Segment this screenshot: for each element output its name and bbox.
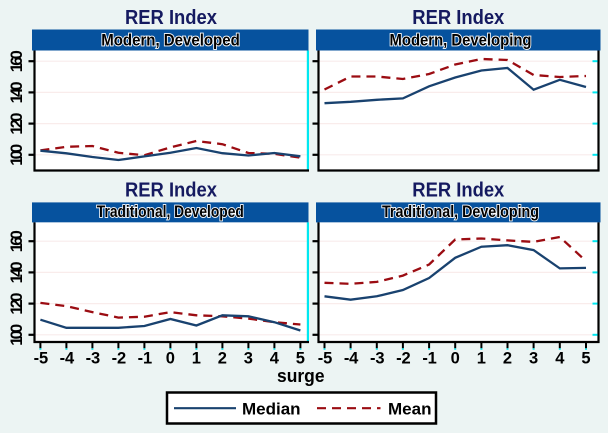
svg-text:-5: -5	[318, 349, 333, 367]
svg-text:120: 120	[8, 113, 26, 135]
svg-text:4: 4	[555, 349, 565, 367]
svg-text:100: 100	[8, 144, 26, 166]
svg-text:Modern, Developing: Modern, Developing	[390, 32, 532, 50]
svg-text:Mean: Mean	[388, 400, 431, 419]
svg-text:5: 5	[296, 349, 305, 367]
svg-text:160: 160	[8, 50, 26, 72]
svg-text:3: 3	[529, 349, 538, 367]
svg-text:140: 140	[8, 261, 26, 283]
svg-text:2: 2	[503, 349, 512, 367]
svg-text:3: 3	[244, 349, 253, 367]
svg-text:1: 1	[192, 349, 201, 367]
svg-text:120: 120	[8, 293, 26, 315]
svg-text:100: 100	[8, 324, 26, 346]
svg-text:-2: -2	[112, 349, 127, 367]
svg-text:Modern, Developed: Modern, Developed	[101, 32, 240, 50]
svg-text:-4: -4	[344, 349, 359, 367]
svg-text:Median: Median	[242, 400, 301, 419]
svg-text:RER Index: RER Index	[125, 7, 217, 29]
svg-text:-5: -5	[34, 349, 49, 367]
svg-text:-4: -4	[60, 349, 75, 367]
svg-text:0: 0	[166, 349, 175, 367]
svg-text:160: 160	[8, 230, 26, 252]
svg-text:surge: surge	[277, 366, 325, 386]
svg-text:-1: -1	[138, 349, 153, 367]
svg-text:-2: -2	[396, 349, 411, 367]
svg-text:Traditional, Developing: Traditional, Developing	[382, 203, 539, 221]
svg-text:5: 5	[581, 349, 590, 367]
svg-text:1: 1	[477, 349, 486, 367]
svg-text:RER Index: RER Index	[125, 180, 217, 202]
svg-text:Traditional, Developed: Traditional, Developed	[97, 203, 244, 221]
svg-text:RER Index: RER Index	[412, 180, 504, 202]
svg-text:0: 0	[451, 349, 460, 367]
svg-text:-3: -3	[370, 349, 385, 367]
svg-text:2: 2	[218, 349, 227, 367]
svg-text:-3: -3	[86, 349, 101, 367]
svg-text:RER Index: RER Index	[412, 7, 504, 29]
svg-text:-1: -1	[422, 349, 437, 367]
svg-text:4: 4	[270, 349, 280, 367]
svg-text:140: 140	[8, 81, 26, 103]
